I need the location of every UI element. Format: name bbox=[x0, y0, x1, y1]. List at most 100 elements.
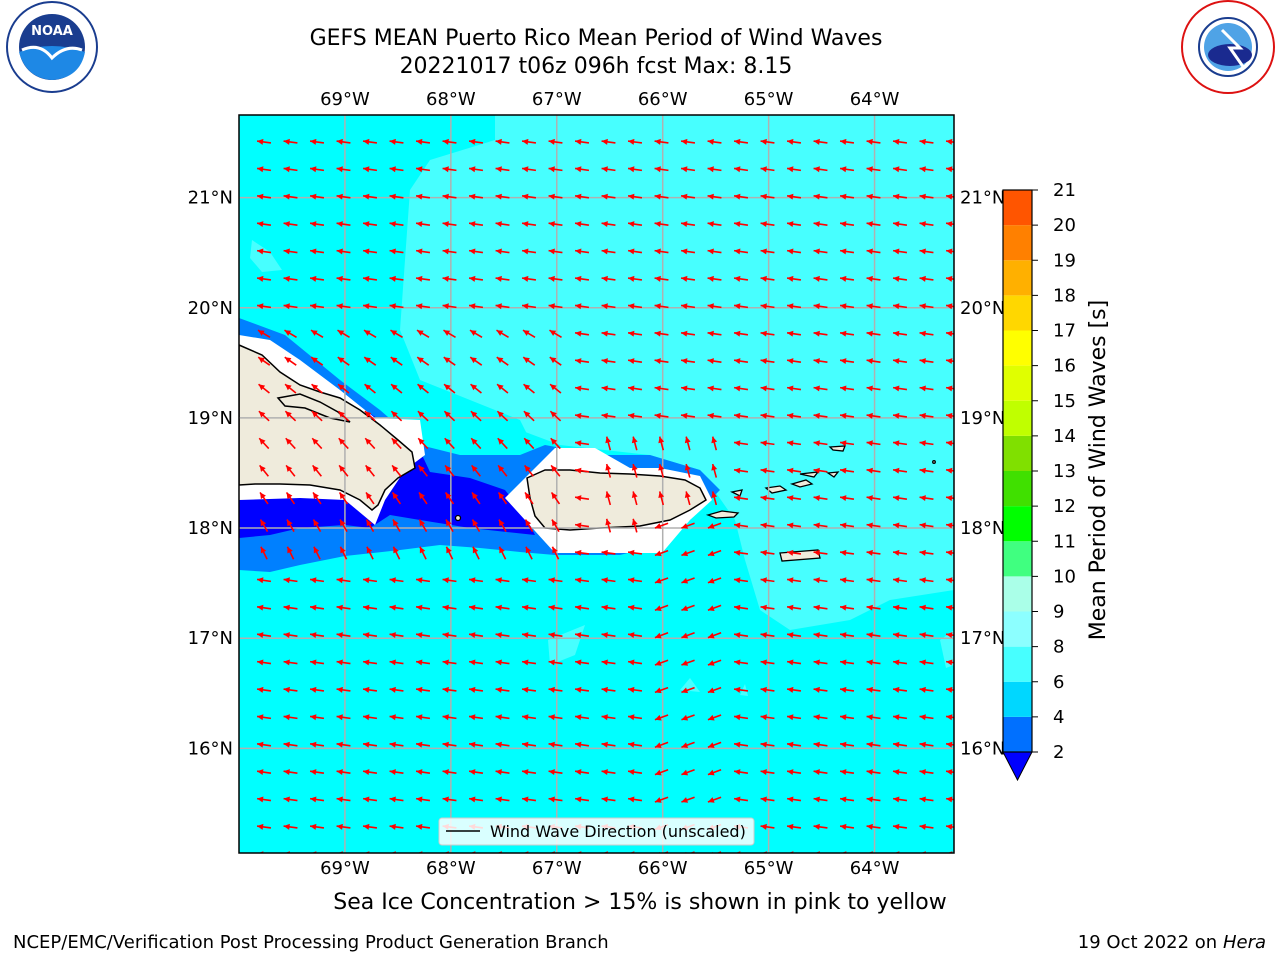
wave-arrow bbox=[548, 577, 563, 584]
wave-arrow bbox=[760, 522, 775, 529]
wave-arrow bbox=[495, 604, 510, 611]
wave-arrow bbox=[468, 796, 484, 803]
wave-arrow bbox=[654, 522, 669, 529]
wave-arrow bbox=[919, 549, 934, 556]
wave-arrow bbox=[733, 193, 749, 200]
wave-arrow bbox=[866, 823, 881, 830]
wave-arrow bbox=[813, 248, 828, 255]
wave-arrow bbox=[443, 410, 456, 422]
wave-arrow bbox=[839, 412, 855, 419]
lat-label-left: 20°N bbox=[188, 298, 233, 319]
wave-arrow bbox=[442, 138, 457, 145]
wave-arrow bbox=[548, 248, 563, 255]
wave-arrow bbox=[495, 248, 510, 255]
wave-arrow bbox=[839, 796, 855, 803]
wave-arrow bbox=[521, 686, 537, 693]
wave-arrow bbox=[733, 659, 749, 666]
wave-arrow bbox=[495, 632, 510, 639]
wave-arrow bbox=[839, 275, 855, 282]
wave-arrow bbox=[733, 604, 749, 611]
wave-arrow bbox=[415, 221, 431, 228]
wave-arrow bbox=[468, 769, 484, 776]
wave-arrow bbox=[415, 823, 431, 830]
wave-arrow bbox=[362, 823, 378, 830]
wave-arrow bbox=[521, 632, 537, 639]
wave-arrow bbox=[415, 577, 431, 584]
wave-arrow bbox=[601, 604, 616, 611]
wave-arrow bbox=[786, 138, 802, 145]
wave-arrow bbox=[839, 741, 855, 748]
wave-arrow bbox=[548, 604, 563, 611]
lon-label-top: 66°W bbox=[638, 89, 688, 110]
wave-arrow bbox=[495, 659, 510, 666]
wave-arrow bbox=[601, 330, 616, 337]
lat-label-right: 21°N bbox=[960, 188, 1005, 209]
wave-arrow bbox=[786, 275, 802, 282]
colorbar-tick-label: 17 bbox=[1053, 321, 1076, 342]
wave-arrow bbox=[362, 604, 378, 611]
wave-arrow bbox=[813, 495, 828, 502]
wave-arrow bbox=[495, 138, 510, 145]
wave-arrow bbox=[256, 303, 272, 310]
wave-arrow bbox=[760, 440, 775, 447]
wave-arrow bbox=[468, 686, 484, 693]
colorbar-tick-label: 4 bbox=[1053, 707, 1064, 728]
wave-arrow bbox=[468, 714, 484, 721]
colorbar bbox=[1002, 189, 1033, 782]
wave-arrow bbox=[601, 166, 616, 173]
wave-arrow bbox=[418, 464, 428, 477]
wave-arrow bbox=[283, 275, 298, 282]
wave-arrow bbox=[866, 549, 881, 556]
wave-arrow bbox=[523, 437, 535, 450]
wave-arrow bbox=[574, 221, 590, 228]
wave-arrow bbox=[654, 659, 669, 666]
wave-arrow bbox=[260, 546, 268, 560]
wave-arrow bbox=[733, 714, 749, 721]
wave-arrow bbox=[468, 604, 484, 611]
wave-arrow bbox=[627, 303, 643, 310]
wave-arrow bbox=[309, 577, 325, 584]
wave-arrow bbox=[601, 358, 616, 365]
wave-arrow bbox=[707, 303, 722, 310]
wave-arrow bbox=[442, 686, 457, 693]
wave-arrow bbox=[813, 330, 828, 337]
wave-arrow bbox=[362, 686, 378, 693]
wave-arrow bbox=[418, 519, 428, 533]
colorbar-extend-arrow bbox=[1002, 751, 1033, 782]
wave-arrow bbox=[866, 330, 881, 337]
wave-arrow bbox=[733, 412, 749, 419]
wave-arrow bbox=[839, 577, 855, 584]
wave-arrow bbox=[919, 467, 934, 474]
wave-arrow bbox=[813, 741, 828, 748]
wave-arrow bbox=[707, 659, 722, 666]
wave-arrow bbox=[548, 769, 563, 776]
wave-arrow bbox=[256, 138, 272, 145]
wave-arrow bbox=[362, 138, 378, 145]
wave-arrow bbox=[336, 248, 351, 255]
wave-arrow bbox=[707, 166, 722, 173]
wave-arrow bbox=[680, 193, 696, 200]
wave-arrow bbox=[892, 467, 908, 474]
wave-arrow bbox=[627, 275, 643, 282]
wave-arrow bbox=[256, 659, 272, 666]
wave-arrow bbox=[945, 440, 954, 447]
wave-arrow bbox=[521, 138, 537, 145]
wave-arrow bbox=[892, 193, 908, 200]
wave-arrow bbox=[389, 303, 404, 310]
wave-arrow bbox=[548, 632, 563, 639]
wave-arrow bbox=[707, 769, 722, 776]
lat-label-right: 20°N bbox=[960, 298, 1005, 319]
wave-arrow bbox=[283, 686, 298, 693]
wave-arrow bbox=[919, 138, 934, 145]
colorbar-tick-label: 6 bbox=[1053, 672, 1064, 693]
wave-arrow bbox=[631, 463, 638, 478]
wave-arrow bbox=[945, 823, 954, 830]
wave-arrow bbox=[259, 491, 269, 505]
arrow-legend: Wind Wave Direction (unscaled) bbox=[438, 817, 755, 846]
wave-arrow bbox=[839, 769, 855, 776]
colorbar-tick-label: 20 bbox=[1053, 215, 1076, 236]
wave-arrow bbox=[256, 769, 272, 776]
wave-arrow bbox=[760, 193, 775, 200]
wave-arrow bbox=[760, 659, 775, 666]
wave-arrow bbox=[892, 714, 908, 721]
